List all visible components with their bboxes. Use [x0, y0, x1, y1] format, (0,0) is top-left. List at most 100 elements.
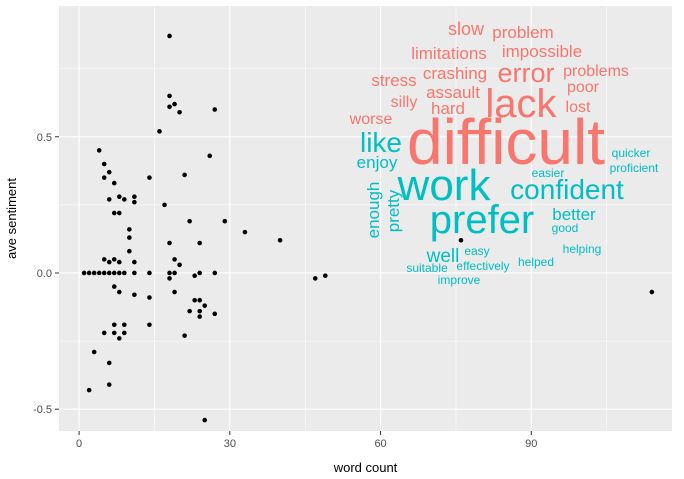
- data-point: [122, 322, 127, 328]
- data-point: [106, 270, 112, 276]
- data-point: [127, 248, 132, 254]
- word-impossible: impossible: [502, 42, 582, 61]
- word-pretty: pretty: [384, 189, 403, 232]
- data-point: [101, 270, 107, 276]
- data-point: [86, 270, 92, 276]
- data-point: [197, 308, 202, 314]
- data-point: [167, 240, 172, 246]
- data-point: [132, 259, 137, 265]
- data-point: [116, 336, 122, 341]
- word-helped: helped: [518, 255, 554, 269]
- word-better: better: [552, 205, 596, 224]
- major-gridlines: [59, 6, 672, 431]
- data-point: [101, 330, 107, 336]
- data-point: [172, 270, 177, 276]
- data-point: [106, 169, 112, 175]
- x-tick-label: 30: [224, 438, 236, 450]
- y-tick-label: 0.0: [37, 268, 52, 280]
- word-stress: stress: [371, 71, 416, 90]
- data-point: [157, 129, 162, 134]
- data-point: [122, 270, 127, 276]
- word-well: well: [426, 246, 460, 267]
- data-point: [172, 257, 177, 262]
- data-point: [111, 270, 117, 276]
- data-point: [162, 202, 167, 208]
- word-easy: easy: [464, 244, 489, 258]
- data-point: [106, 259, 112, 265]
- data-point: [177, 262, 182, 268]
- data-point: [167, 104, 172, 110]
- data-point: [101, 175, 107, 180]
- x-tick-label: 90: [525, 438, 537, 450]
- word-easier: easier: [532, 166, 565, 180]
- data-point: [111, 322, 117, 328]
- data-point: [106, 197, 112, 202]
- word-limitations: limitations: [411, 44, 487, 63]
- word-problems: problems: [563, 63, 629, 80]
- data-point: [172, 289, 177, 295]
- word-prefer: prefer: [430, 198, 535, 242]
- data-point: [187, 308, 192, 314]
- data-point: [132, 199, 137, 205]
- data-point: [91, 349, 97, 355]
- word-error: error: [497, 58, 554, 88]
- word-suitable: suitable: [406, 261, 448, 275]
- word-confident: confident: [510, 174, 624, 205]
- data-point: [197, 297, 202, 303]
- data-point: [111, 330, 117, 336]
- x-axis-title: word count: [333, 460, 398, 475]
- data-point: [122, 197, 127, 202]
- word-enjoy: enjoy: [357, 153, 398, 172]
- data-point: [242, 229, 248, 235]
- word-assault: assault: [426, 83, 480, 102]
- data-point: [197, 314, 202, 319]
- x-axis-ticks: 0 30 60 90: [76, 431, 537, 450]
- data-point: [177, 109, 182, 115]
- data-point: [167, 93, 172, 99]
- word-problem: problem: [492, 23, 553, 42]
- word-helping: helping: [563, 242, 602, 256]
- data-point: [147, 175, 152, 180]
- word-crashing: crashing: [423, 64, 487, 83]
- word-lost: lost: [566, 99, 591, 116]
- word-good: good: [552, 221, 579, 235]
- data-point: [197, 240, 202, 246]
- data-point: [116, 289, 122, 295]
- data-point: [222, 218, 228, 224]
- data-point: [122, 330, 127, 336]
- word-lack: lack: [485, 82, 557, 126]
- panel-background: [59, 6, 672, 431]
- data-point: [458, 237, 464, 243]
- data-point: [167, 270, 172, 276]
- data-point: [132, 292, 137, 298]
- word-slow: slow: [448, 19, 485, 39]
- data-point: [116, 270, 122, 276]
- word-silly: silly: [391, 94, 418, 111]
- data-point: [212, 311, 218, 317]
- word-worse: worse: [349, 111, 393, 128]
- data-point: [106, 382, 112, 387]
- data-point: [167, 33, 172, 39]
- data-point: [81, 270, 87, 276]
- data-point: [649, 289, 655, 295]
- data-point: [182, 172, 187, 178]
- word-proficient: proficient: [610, 161, 659, 175]
- data-point: [202, 303, 208, 308]
- x-tick-label: 60: [374, 438, 386, 450]
- data-point: [111, 210, 117, 216]
- data-point: [96, 270, 102, 276]
- data-point: [91, 270, 97, 276]
- word-effectively: effectively: [456, 259, 509, 273]
- word-improve: improve: [438, 273, 481, 287]
- data-point: [312, 276, 318, 281]
- word-poor: poor: [567, 79, 600, 96]
- data-point: [111, 180, 117, 186]
- data-point: [116, 194, 122, 200]
- word-enough: enough: [364, 182, 383, 239]
- data-point: [101, 257, 107, 262]
- data-point: [127, 227, 132, 232]
- data-point: [277, 237, 283, 243]
- data-point: [212, 107, 218, 112]
- data-point: [106, 360, 112, 366]
